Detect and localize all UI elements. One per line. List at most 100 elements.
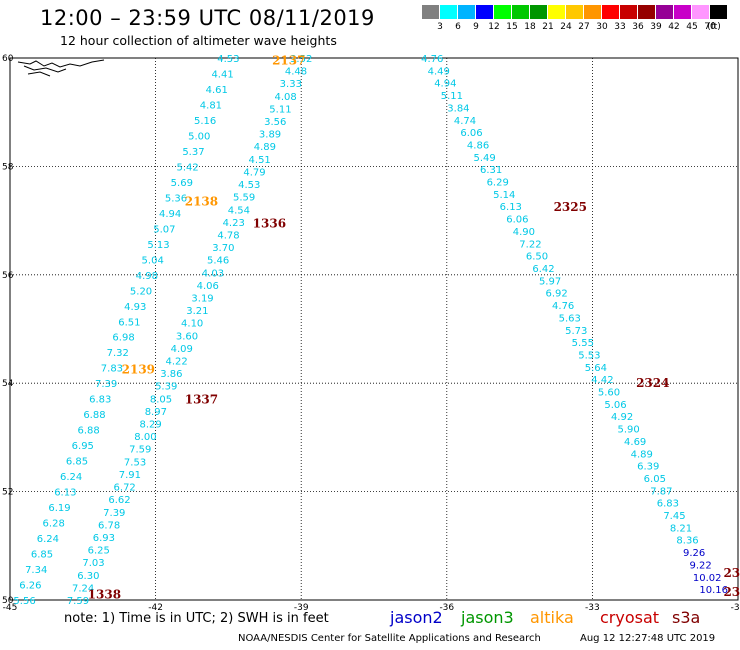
swh-value: 7.87 (650, 486, 672, 497)
swh-value: 3.52 (290, 54, 312, 65)
swh-value: 3.84 (447, 103, 469, 114)
legend-swatch (458, 5, 475, 19)
pass-number-label: 2137 (272, 54, 305, 68)
legend-swatch (440, 5, 457, 19)
swh-value: 5.11 (269, 104, 291, 115)
swh-value: 5.36 (165, 193, 187, 204)
swh-value: 6.78 (98, 520, 120, 531)
swh-value: 4.81 (200, 100, 222, 111)
swh-value: 3.89 (259, 130, 281, 141)
swh-value: 5.42 (176, 162, 198, 173)
swh-value: 6.05 (644, 474, 666, 485)
legend-label: 3 (437, 22, 443, 32)
swh-value: 8.21 (670, 523, 692, 534)
legend-label: 12 (488, 22, 500, 32)
swh-value: 4.03 (202, 268, 224, 279)
swh-value: 5.37 (182, 147, 204, 158)
swh-value: 5.59 (233, 193, 255, 204)
chart-subtitle: 12 hour collection of altimeter wave hei… (60, 33, 337, 48)
legend-label: 6 (455, 22, 461, 32)
swh-value: 4.78 (217, 230, 239, 241)
swh-value: 4.93 (124, 302, 146, 313)
swh-value: 6.28 (43, 519, 65, 530)
swh-value: 5.39 (155, 382, 177, 393)
swh-value: 5.56 (13, 596, 35, 607)
mission-jason2: jason2 (390, 608, 443, 627)
lat-tick-label: 58 (2, 162, 14, 172)
swh-value: 4.76 (552, 301, 574, 312)
pass-number-label: 2139 (122, 363, 155, 377)
swh-value: 5.13 (147, 240, 169, 251)
swh-value: 5.06 (604, 400, 626, 411)
swh-value: 5.97 (539, 276, 561, 287)
legend-swatch (530, 5, 547, 19)
legend-label: 15 (506, 22, 518, 32)
legend-label: 33 (614, 22, 626, 32)
swh-value: 5.11 (441, 91, 463, 102)
swh-value: 5.20 (130, 286, 152, 297)
swh-value: 6.13 (500, 202, 522, 213)
chart-title: 12:00 – 23:59 UTC 08/11/2019 (40, 6, 375, 30)
legend-swatch (710, 5, 727, 19)
swh-value: 6.85 (31, 550, 53, 561)
swh-value: 5.16 (194, 116, 216, 127)
swh-value: 5.49 (473, 153, 495, 164)
swh-value: 4.92 (611, 412, 633, 423)
swh-value: 6.62 (108, 495, 130, 506)
swh-value: 10.16 (699, 585, 728, 596)
legend-label: 39 (650, 22, 662, 32)
legend-swatch (638, 5, 655, 19)
swh-value: 3.70 (212, 243, 234, 254)
swh-value: 4.41 (211, 69, 233, 80)
swh-value: 4.61 (206, 85, 228, 96)
lon-tick-label: -33 (585, 603, 600, 613)
swh-value: 4.49 (428, 66, 450, 77)
swh-value: 6.93 (93, 533, 115, 544)
legend-swatch (494, 5, 511, 19)
legend-label: 27 (578, 22, 590, 32)
swh-value: 6.31 (480, 165, 502, 176)
swh-value: 6.50 (526, 252, 548, 263)
lon-tick-label: -42 (148, 603, 163, 613)
mission-s3a: s3a (672, 608, 701, 627)
swh-value: 6.92 (545, 289, 567, 300)
swh-value: 5.04 (142, 255, 164, 266)
legend-swatch (512, 5, 529, 19)
legend-swatch (566, 5, 583, 19)
lat-tick-label: 52 (2, 488, 13, 498)
legend-swatch (656, 5, 673, 19)
swh-value: 7.53 (124, 457, 146, 468)
lon-tick-label: -45 (3, 603, 18, 613)
swh-value: 6.98 (112, 333, 134, 344)
swh-value: 4.51 (249, 155, 271, 166)
swh-value: 4.89 (631, 449, 653, 460)
swh-value: 7.34 (25, 565, 47, 576)
swh-value: 6.24 (37, 534, 59, 545)
legend-label: 18 (524, 22, 536, 32)
swh-value: 4.90 (513, 227, 535, 238)
swh-value: 3.56 (264, 117, 286, 128)
swh-value: 8.97 (145, 407, 167, 418)
swh-value: 4.94 (434, 79, 456, 90)
credit-line: NOAA/NESDIS Center for Satellite Applica… (238, 633, 541, 644)
swh-value: 5.60 (598, 388, 620, 399)
swh-value: 7.39 (103, 508, 125, 519)
legend-unit: (ft) (707, 22, 721, 32)
pass-number-label: 2325 (554, 200, 587, 214)
swh-value: 6.88 (77, 426, 99, 437)
swh-value: 6.51 (118, 317, 140, 328)
lat-tick-label: 50 (2, 596, 14, 606)
swh-value: 6.72 (114, 483, 136, 494)
swh-value: 6.85 (66, 457, 88, 468)
legend-label: 30 (596, 22, 608, 32)
legend-swatch (476, 5, 493, 19)
lon-tick-label: -39 (294, 603, 309, 613)
swh-value: 4.98 (136, 271, 158, 282)
swh-value: 4.08 (274, 92, 296, 103)
swh-value: 7.83 (101, 364, 123, 375)
swh-value: 5.53 (578, 350, 600, 361)
legend-swatch (692, 5, 709, 19)
swh-value: 4.76 (421, 54, 443, 65)
swh-value: 7.45 (663, 511, 685, 522)
